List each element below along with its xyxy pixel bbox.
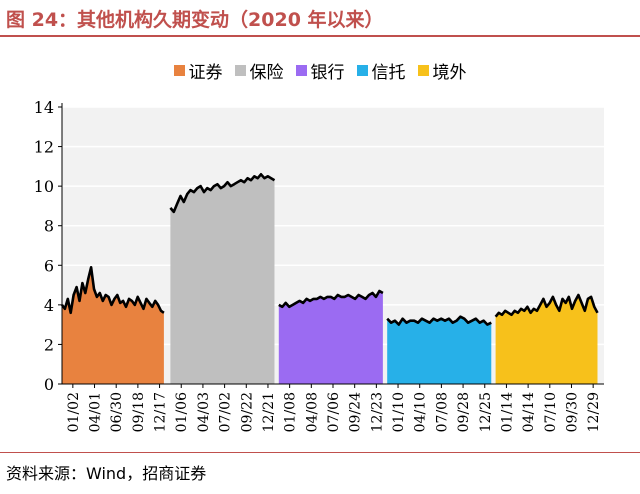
legend-label-overseas: 境外 [432, 63, 467, 83]
legend-swatch-securities [173, 65, 185, 76]
series-line-0 [60, 265, 165, 315]
series-area-4 [495, 295, 598, 384]
x-tick-label: 12/29 [586, 392, 602, 432]
legend-label-insurance: 保险 [249, 63, 284, 83]
x-tick-label: 01/10 [391, 392, 407, 432]
x-tick-label: 07/06 [326, 392, 342, 432]
y-tick-label: 6 [44, 256, 54, 275]
x-tick-label: 01/02 [66, 392, 82, 432]
y-tick-label: 2 [44, 335, 54, 354]
x-tick-label: 09/22 [239, 392, 255, 432]
legend-label-bank: 银行 [310, 63, 345, 83]
x-tick-label: 12/25 [478, 392, 494, 432]
legend-item-insurance: 保险 [234, 58, 284, 83]
x-tick-label: 12/17 [153, 392, 169, 432]
legend-swatch-insurance [234, 65, 246, 76]
title-divider [0, 35, 640, 37]
figure-title: 图 24：其他机构久期变动（2020 年以来） [6, 9, 384, 31]
x-tick-label: 01/08 [283, 392, 299, 432]
x-tick-label: 04/08 [304, 392, 320, 432]
chart-legend: 证券 保险 银行 信托 境外 [0, 58, 640, 83]
legend-label-trust: 信托 [371, 63, 406, 83]
series-line-1 [169, 173, 276, 214]
y-tick-label: 8 [44, 217, 54, 236]
series-area-1 [170, 174, 275, 384]
legend-swatch-bank [295, 65, 307, 76]
x-tick-label: 09/28 [456, 392, 472, 432]
y-tick-label: 4 [44, 296, 54, 315]
legend-item-trust: 信托 [356, 58, 406, 83]
x-tick-label: 04/10 [413, 392, 429, 432]
duration-chart: 0 2 4 6 8 10 12 14 01/02 04/01 06/30 09/18 12/17 01/0… [34, 98, 604, 432]
legend-label-securities: 证券 [188, 63, 223, 83]
legend-item-overseas: 境外 [417, 58, 467, 83]
series-area-0 [62, 267, 164, 384]
legend-swatch-trust [356, 65, 368, 76]
series-line-4 [494, 293, 599, 318]
y-tick-label: 12 [34, 138, 54, 157]
y-tick-label: 14 [34, 98, 54, 117]
x-tick-label: 07/10 [543, 392, 559, 432]
x-tick-label: 04/14 [521, 392, 537, 432]
x-tick-label: 09/30 [564, 392, 580, 432]
x-tick-label: 07/02 [218, 392, 234, 432]
series-area-2 [278, 291, 383, 384]
source-note: 资料来源：Wind，招商证券 [6, 464, 207, 483]
x-tick-label: 12/21 [261, 392, 277, 432]
x-tick-label: 01/14 [499, 392, 515, 432]
legend-item-securities: 证券 [173, 58, 223, 83]
legend-swatch-overseas [417, 65, 429, 76]
x-tick-label: 09/18 [131, 392, 147, 432]
x-tick-label: 07/08 [434, 392, 450, 432]
y-tick-label: 10 [34, 177, 54, 196]
y-tick-label: 0 [44, 375, 54, 394]
series-area-3 [387, 316, 492, 384]
x-tick-label: 12/23 [369, 392, 385, 432]
legend-item-bank: 银行 [295, 58, 345, 83]
source-divider [0, 452, 640, 453]
x-tick-label: 06/30 [109, 392, 125, 432]
x-tick-label: 01/06 [174, 392, 190, 432]
x-tick-label: 09/24 [348, 392, 364, 432]
x-tick-label: 04/03 [196, 392, 212, 432]
x-tick-label: 04/01 [88, 392, 104, 432]
series-line-3 [386, 315, 492, 326]
series-line-2 [278, 289, 384, 309]
